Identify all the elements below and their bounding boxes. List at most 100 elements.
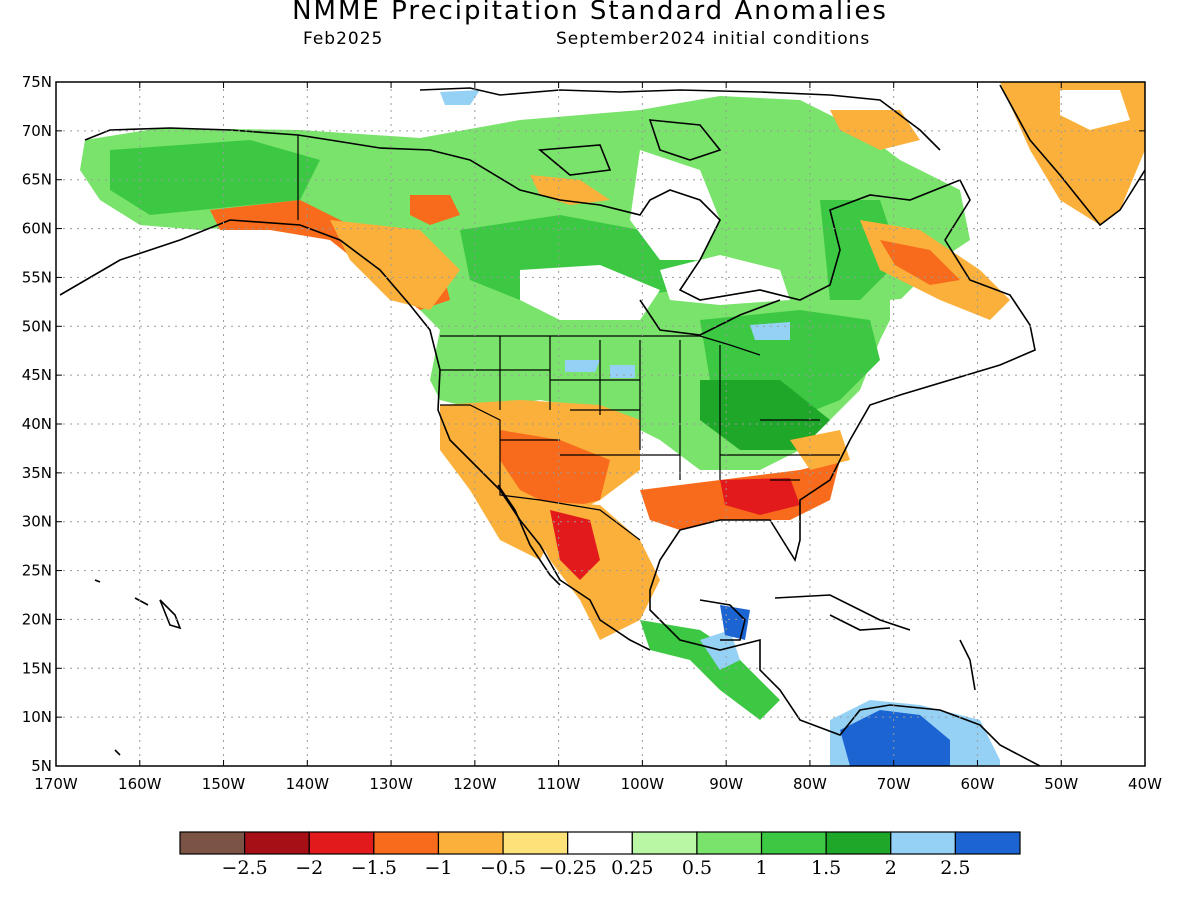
anomaly-region <box>410 195 460 225</box>
anomaly-region <box>660 255 790 305</box>
coastline <box>999 84 1145 227</box>
lon-tick-label: 160W <box>118 775 162 793</box>
coastlines <box>59 84 1145 766</box>
anomaly-region <box>630 150 720 260</box>
anomaly-region <box>500 430 610 510</box>
colorbar-swatch <box>954 831 1021 855</box>
colorbar-label: 0.5 <box>682 857 712 879</box>
colorbar-label: −1 <box>424 857 452 879</box>
lat-tick-label: 5N <box>31 757 52 775</box>
lat-tick-label: 10N <box>22 708 52 726</box>
colorbar-swatch <box>890 831 956 855</box>
anomaly-region <box>440 90 480 105</box>
lon-tick-label: 70W <box>877 775 911 793</box>
lon-tick-label: 40W <box>1128 775 1162 793</box>
colorbar-label: −2.5 <box>222 857 268 879</box>
border-us-mexico <box>440 404 641 541</box>
colorbar-label: 2 <box>885 857 897 879</box>
colorbar-swatch <box>179 831 246 855</box>
lon-tick-label: 110W <box>537 775 581 793</box>
coastline <box>114 749 121 756</box>
coastline <box>94 579 101 583</box>
colorbar-label: −0.25 <box>539 857 597 879</box>
colorbar-swatch <box>244 831 310 855</box>
lon-tick-label: 80W <box>793 775 827 793</box>
border-state <box>440 336 840 481</box>
map-title: NMME Precipitation Standard Anomalies <box>292 0 888 26</box>
coastline <box>84 127 1041 766</box>
anomaly-region <box>330 220 460 310</box>
anomaly-region <box>840 710 950 766</box>
colorbar-swatch <box>437 831 504 855</box>
colorbar-label: 2.5 <box>940 857 970 879</box>
anomaly-region <box>720 478 800 515</box>
anomaly-region <box>520 265 660 320</box>
lat-tick-label: 45N <box>22 366 52 384</box>
colorbar-label: 1.5 <box>811 857 841 879</box>
lat-tick-label: 15N <box>22 659 52 677</box>
lon-tick-label: 150W <box>202 775 246 793</box>
lon-tick-label: 140W <box>286 775 330 793</box>
anomaly-region <box>830 110 920 150</box>
lon-tick-label: 170W <box>34 775 78 793</box>
coastline <box>959 639 976 691</box>
border-us-canada <box>440 335 761 356</box>
grid-lines <box>56 82 1145 766</box>
lat-tick-label: 30N <box>22 513 52 531</box>
lat-tick-label: 25N <box>22 562 52 580</box>
coastline <box>829 614 891 631</box>
coastline <box>59 219 651 651</box>
lat-tick-label: 70N <box>22 122 52 140</box>
anomaly-region <box>790 430 850 470</box>
lon-tick-label: 90W <box>709 775 743 793</box>
colorbar-swatch <box>373 831 440 855</box>
anomaly-region <box>1060 90 1130 130</box>
colorbar-label: −1.5 <box>351 857 397 879</box>
lat-tick-label: 75N <box>22 73 52 91</box>
lon-tick-label: 60W <box>961 775 995 793</box>
coastline <box>699 599 746 641</box>
forecast-month: Feb2025 <box>303 29 384 49</box>
initial-conditions: September2024 initial conditions <box>556 29 871 49</box>
lat-tick-label: 40N <box>22 415 52 433</box>
colorbar-swatch <box>308 831 375 855</box>
anomaly-region <box>750 322 790 340</box>
anomaly-region <box>880 240 960 285</box>
lon-tick-label: 100W <box>621 775 665 793</box>
latitude-axis: 75N 70N 65N 60N 55N 50N 45N 40N 35N 30N 25N 20N 15N 1… <box>22 73 1145 775</box>
colorbar-swatch <box>825 831 892 855</box>
anomaly-field <box>80 82 1145 766</box>
colorbar-swatch <box>696 831 763 855</box>
colorbar-label: −0.5 <box>480 857 526 879</box>
coastline <box>639 299 781 336</box>
colorbar-swatch <box>502 831 569 855</box>
anomaly-region <box>550 510 600 580</box>
colorbar-swatch <box>631 831 698 855</box>
colorbar-label: 1 <box>755 857 767 879</box>
coastline <box>648 119 722 161</box>
lat-tick-label: 60N <box>22 220 52 238</box>
colorbar-label: −2 <box>295 857 323 879</box>
anomaly-region <box>610 365 635 378</box>
political-borders <box>297 135 840 541</box>
lat-tick-label: 50N <box>22 317 52 335</box>
coastline <box>774 594 911 631</box>
lon-tick-label: 130W <box>369 775 413 793</box>
lon-tick-label: 50W <box>1044 775 1078 793</box>
lat-tick-label: 65N <box>22 171 52 189</box>
lon-tick-label: 120W <box>453 775 497 793</box>
colorbar-swatch <box>760 831 827 855</box>
lat-tick-label: 20N <box>22 610 52 628</box>
coastline <box>537 144 612 176</box>
anomaly-region <box>110 140 320 215</box>
lat-tick-label: 55N <box>22 268 52 286</box>
colorbar: −2.5 −2 −1.5 −1 −0.5 −0.25 0.25 0.5 1 1.5 2 2.5 <box>179 831 1021 879</box>
anomaly-region <box>565 360 600 372</box>
longitude-axis: 170W 160W 150W 140W 130W 120W 110W 100W 90W 80W 70… <box>34 82 1162 793</box>
anomaly-region <box>640 620 780 720</box>
coastline <box>159 599 182 630</box>
lat-tick-label: 35N <box>22 464 52 482</box>
colorbar-swatch <box>567 831 633 855</box>
coastline <box>497 484 561 586</box>
